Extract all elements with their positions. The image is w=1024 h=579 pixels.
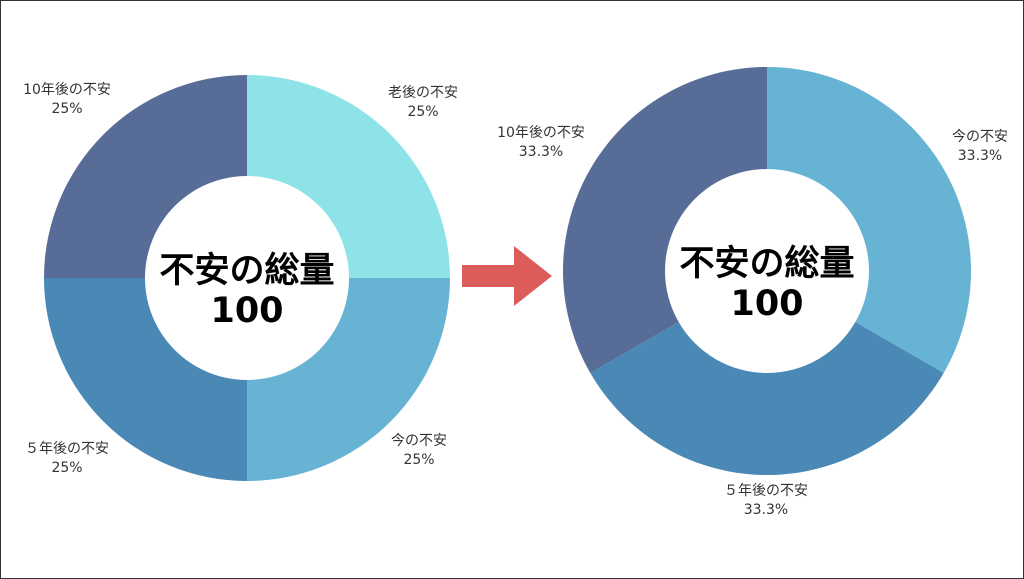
slice-value-label: 33.3% (744, 502, 788, 518)
donut-slice (562, 67, 767, 373)
donut-slice (44, 278, 247, 481)
slice-label: 老後の不安 (388, 85, 458, 101)
slice-label: 今の不安 (391, 433, 447, 449)
slice-value-label: 33.3% (958, 148, 1002, 164)
slice-value-label: 25% (51, 101, 82, 117)
slice-value-label: 25% (407, 104, 438, 120)
center-value: 100 (730, 284, 803, 324)
center-title: 不安の総量 (679, 244, 854, 284)
slice-label: ５年後の不安 (724, 483, 808, 499)
slice-label: 今の不安 (952, 129, 1008, 145)
slice-label: 10年後の不安 (23, 82, 111, 98)
donut-hole (666, 170, 868, 372)
right-arrow-icon (462, 246, 552, 306)
slice-label: ５年後の不安 (25, 441, 109, 457)
donut-slice (590, 322, 944, 475)
donut-chart-before: 老後の不安 25% 今の不安 25% ５年後の不安 25% 10年後の不安 25% 不安の総量1… (23, 75, 458, 481)
slice-label: 10年後の不安 (497, 125, 585, 141)
donut-hole (146, 177, 348, 379)
center-title: 不安の総量 (159, 251, 334, 291)
donut-slice (44, 75, 247, 278)
center-value: 100 (210, 291, 283, 331)
slice-value-label: 25% (51, 460, 82, 476)
slice-value-label: 25% (403, 452, 434, 468)
slice-value-label: 33.3% (519, 144, 563, 160)
donut-slice (247, 75, 450, 278)
donut-slice (767, 67, 971, 373)
donut-slice (247, 278, 450, 481)
